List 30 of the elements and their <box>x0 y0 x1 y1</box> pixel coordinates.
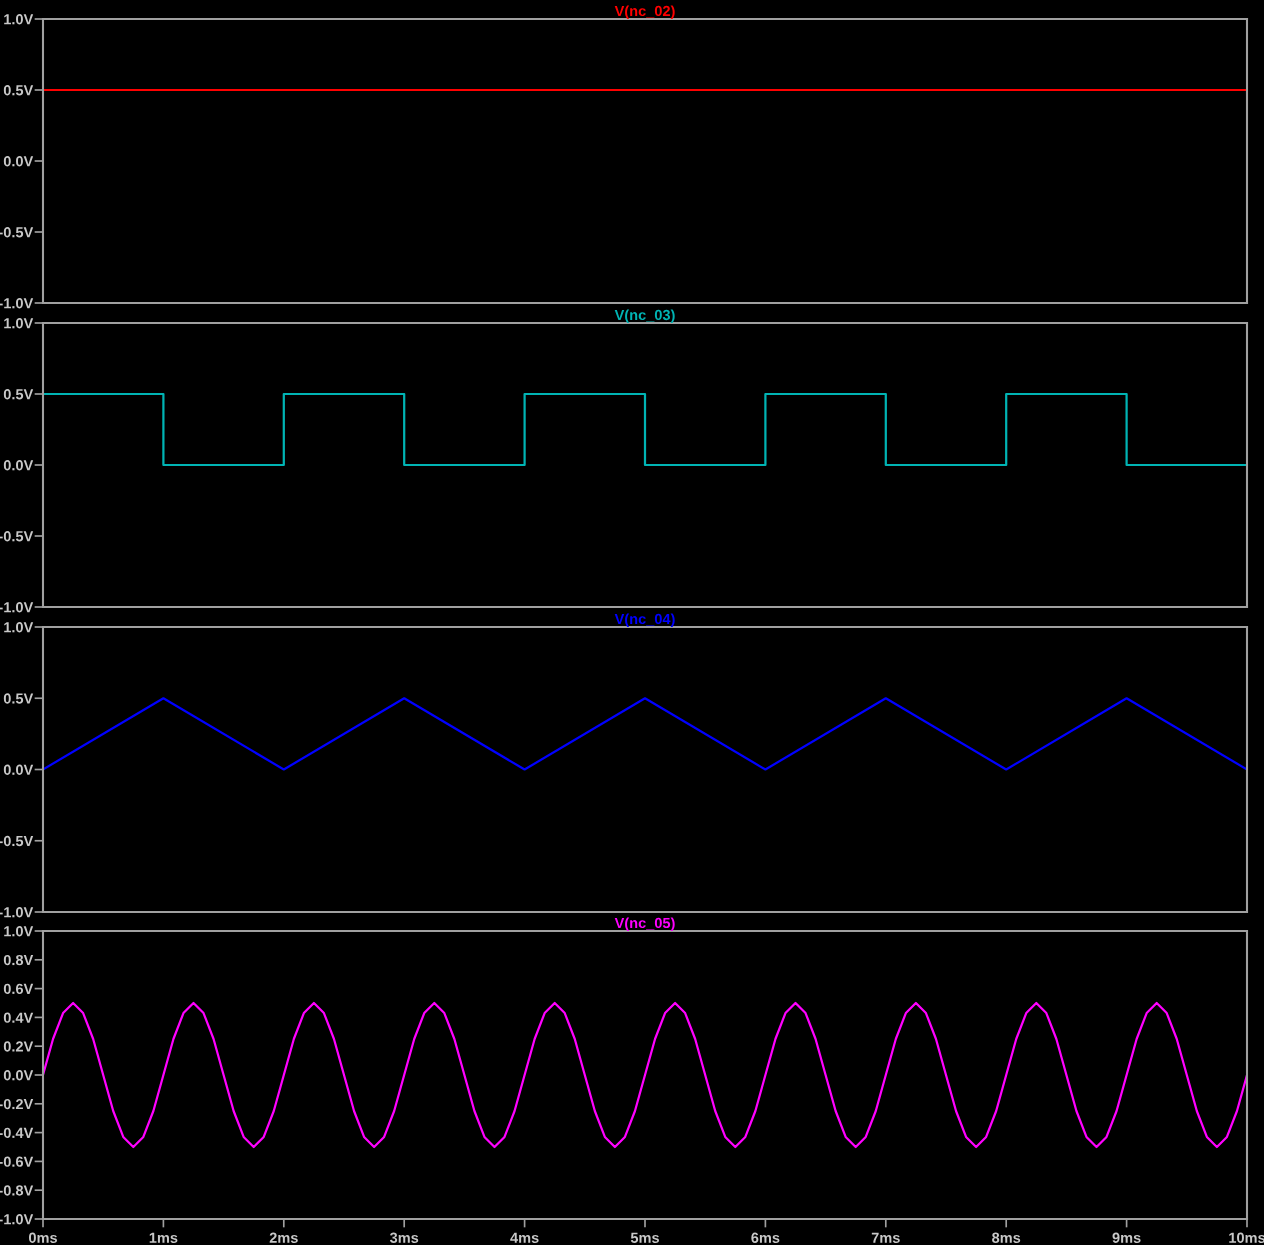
x-tick-label: 7ms <box>871 1232 900 1243</box>
y-tick-label: 0.0V <box>3 460 34 471</box>
y-tick-label: 0.0V <box>3 764 34 775</box>
y-tick-label: 0.0V <box>3 1070 34 1081</box>
y-tick-label: 1.0V <box>4 926 34 937</box>
x-tick-label: 3ms <box>389 1232 419 1243</box>
y-tick-label: 0.0V <box>3 156 34 167</box>
chart-title: V(nc_04) <box>614 613 675 627</box>
y-tick-label: 1.0V <box>4 14 34 25</box>
x-tick-label: 5ms <box>630 1232 659 1243</box>
y-tick-label: 0.2V <box>3 1041 34 1052</box>
y-tick-label: 0.6V <box>3 983 34 995</box>
x-tick-label: 2ms <box>269 1232 298 1243</box>
y-tick-label: 0.4V <box>3 1012 34 1023</box>
x-tick-label: 1ms <box>149 1232 178 1243</box>
x-tick-label: 4ms <box>510 1232 539 1243</box>
y-tick-label: 0.5V <box>3 389 34 400</box>
y-tick-label: 0.5V <box>3 693 34 704</box>
x-tick-label: 6ms <box>751 1232 780 1243</box>
x-tick-label: 8ms <box>992 1232 1021 1243</box>
y-tick-label: 1.0V <box>4 622 34 633</box>
chart-title: V(nc_03) <box>614 309 675 323</box>
chart-title: V(nc_05) <box>614 917 675 931</box>
y-tick-label: 0.8V <box>3 954 34 966</box>
y-tick-label: 0.5V <box>3 85 34 96</box>
line-series <box>43 1001 1247 1149</box>
x-tick-label: 9ms <box>1112 1232 1141 1243</box>
y-tick-label: 1.0V <box>4 318 34 329</box>
chart-title: V(nc_02) <box>614 5 675 19</box>
x-tick-label: 0ms <box>28 1232 57 1243</box>
